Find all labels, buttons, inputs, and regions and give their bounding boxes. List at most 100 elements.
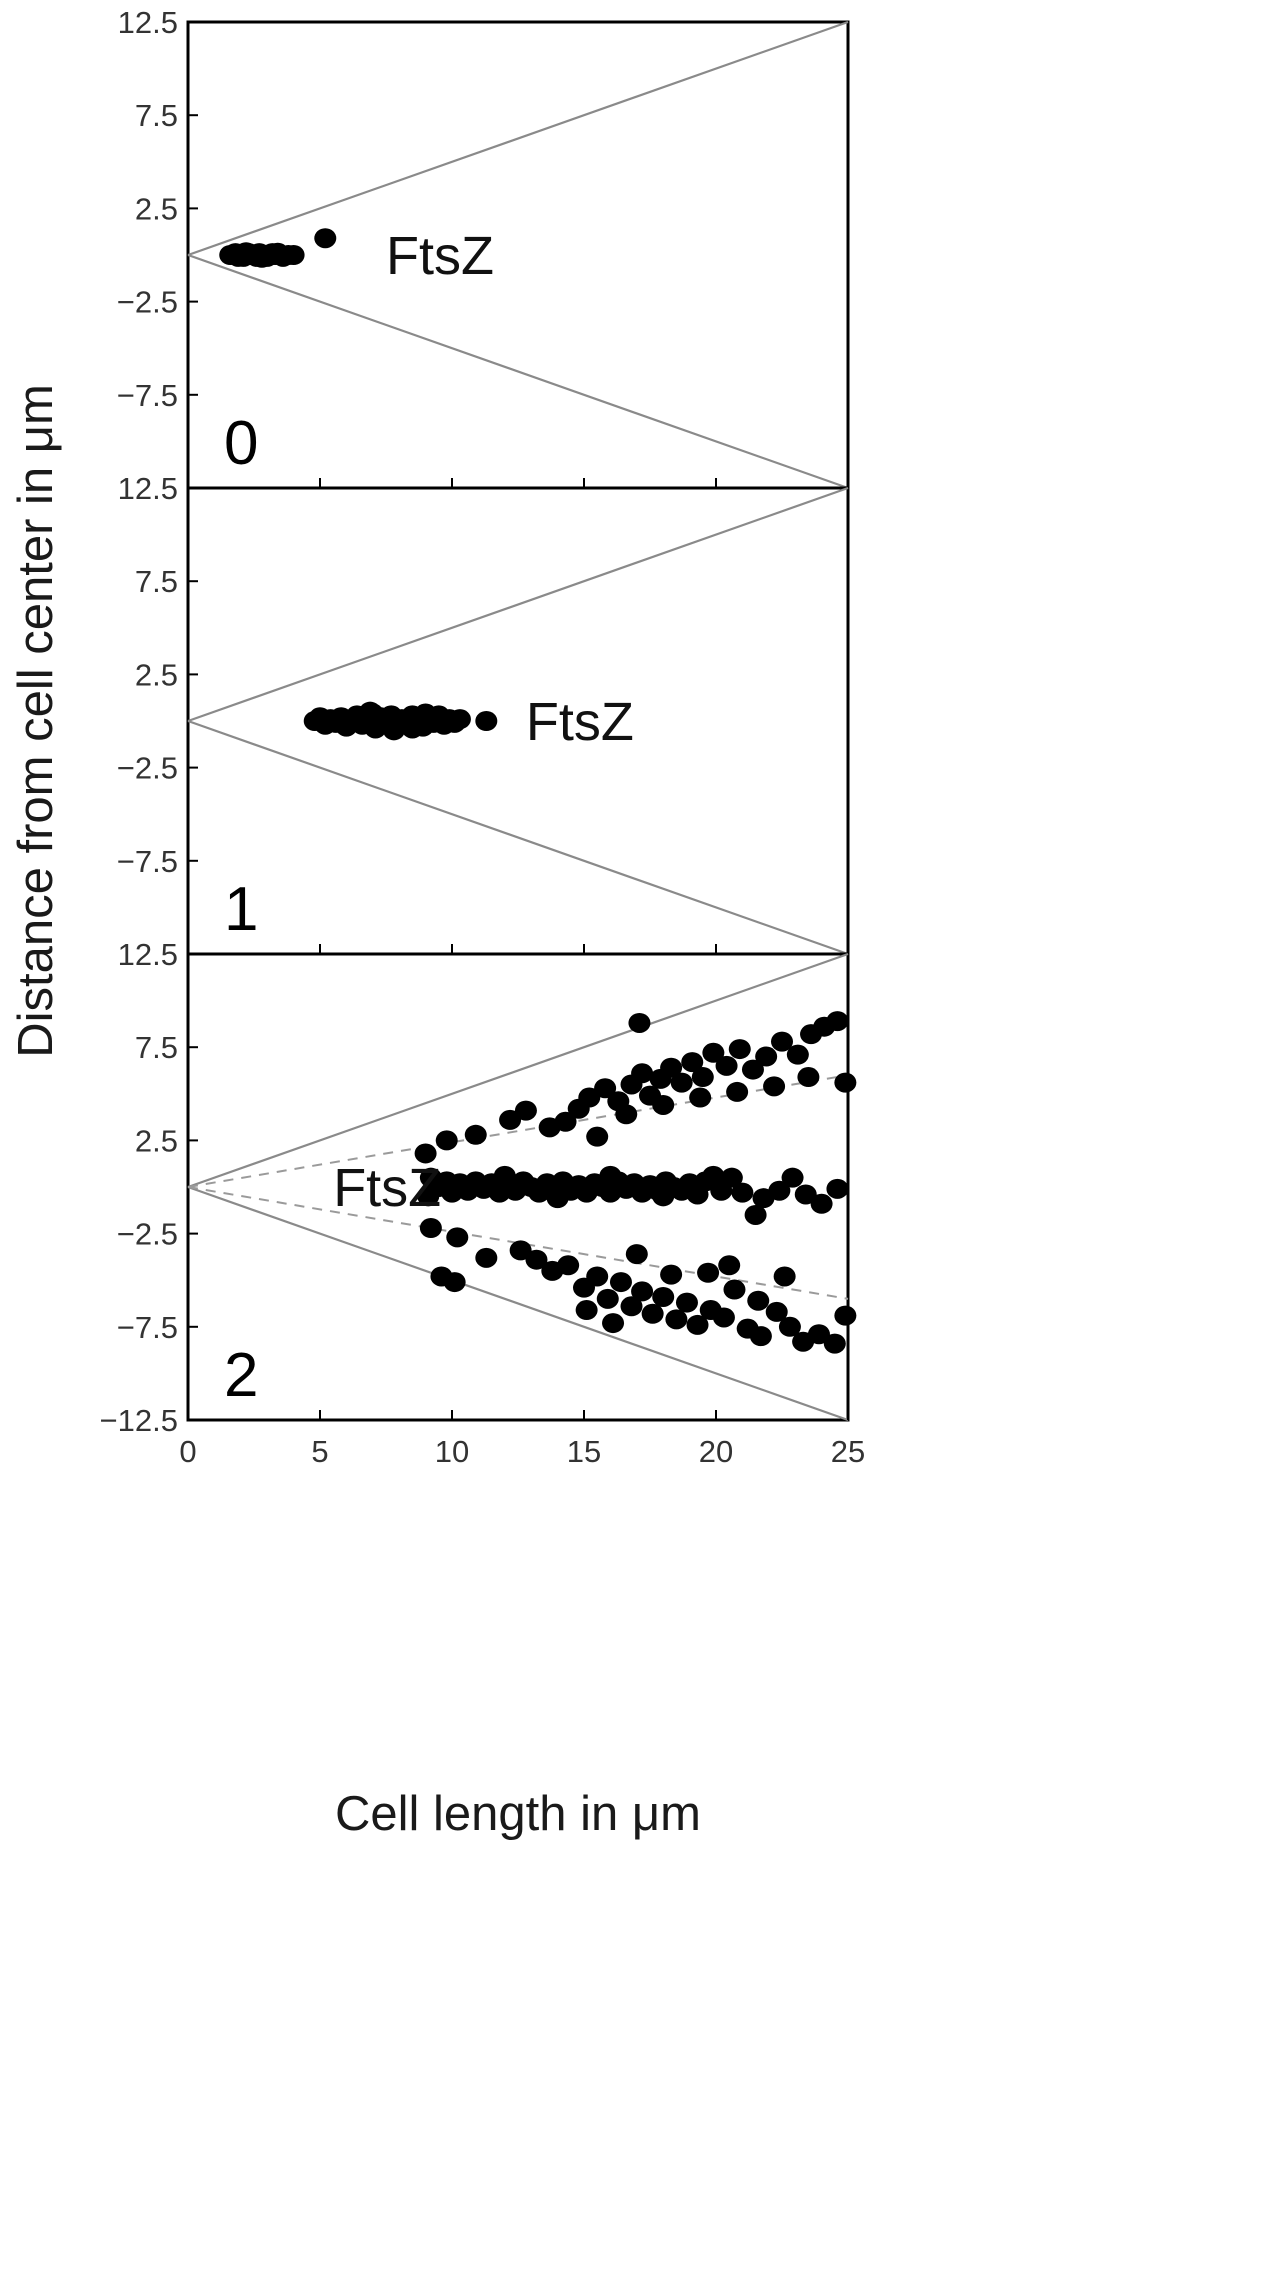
- data-point: [728, 1039, 751, 1060]
- y-tick-label: −12.5: [100, 1403, 178, 1438]
- cell-boundary-line: [187, 952, 849, 1189]
- data-point: [596, 1288, 619, 1309]
- data-point: [660, 1264, 683, 1285]
- dashed-boundary-line: [187, 1186, 849, 1300]
- data-point: [712, 1307, 735, 1328]
- data-point: [723, 1279, 746, 1300]
- data-point: [652, 1186, 675, 1207]
- data-point: [493, 1165, 516, 1186]
- x-tick-label: 5: [311, 1434, 328, 1469]
- data-point: [652, 1094, 675, 1115]
- data-point: [586, 1266, 609, 1287]
- data-point: [322, 711, 345, 731]
- data-point: [689, 1087, 712, 1108]
- data-point: [697, 1262, 720, 1283]
- data-point: [414, 1143, 437, 1164]
- y-tick-label: 2.5: [135, 657, 178, 692]
- data-point: [826, 1011, 849, 1032]
- data-point: [359, 701, 382, 722]
- data-point: [401, 718, 424, 739]
- x-tick-label: 10: [435, 1434, 469, 1469]
- panel-number-label: 2: [224, 1341, 258, 1410]
- data-point: [755, 1046, 778, 1067]
- data-point: [807, 1324, 830, 1345]
- y-tick-label: 7.5: [135, 98, 178, 133]
- data-point: [382, 720, 405, 741]
- y-tick-label: −7.5: [117, 378, 178, 413]
- data-point: [641, 1303, 664, 1324]
- data-point: [749, 1326, 772, 1347]
- data-point: [443, 1272, 466, 1293]
- data-point: [554, 1111, 577, 1132]
- data-point: [691, 1067, 714, 1088]
- data-point: [314, 228, 337, 249]
- y-tick-label: −7.5: [117, 1310, 178, 1345]
- y-tick-label: 7.5: [135, 564, 178, 599]
- data-point: [509, 1240, 532, 1261]
- y-tick-label: 2.5: [135, 191, 178, 226]
- data-point: [599, 1165, 622, 1186]
- data-point: [419, 1218, 442, 1239]
- data-point: [514, 1100, 537, 1121]
- series-label-ftsz: FtsZ: [333, 1158, 441, 1218]
- y-tick-label: −7.5: [117, 844, 178, 879]
- data-point: [826, 1178, 849, 1199]
- data-point: [414, 703, 437, 724]
- panel-frame: [186, 486, 850, 956]
- data-point: [810, 1193, 833, 1214]
- series-label-ftsz: FtsZ: [386, 226, 494, 286]
- data-point: [726, 1081, 749, 1102]
- x-tick-label: 0: [179, 1434, 196, 1469]
- data-point: [686, 1314, 709, 1335]
- data-point: [681, 1052, 704, 1073]
- data-point: [575, 1300, 598, 1321]
- data-point: [675, 1292, 698, 1313]
- data-point: [586, 1126, 609, 1147]
- x-tick-label: 25: [831, 1434, 865, 1469]
- data-point: [475, 711, 498, 731]
- data-point: [741, 1059, 764, 1080]
- data-point: [731, 1182, 754, 1203]
- y-tick-label: 12.5: [118, 5, 178, 40]
- data-point: [464, 1124, 487, 1145]
- data-point: [702, 1042, 725, 1063]
- data-point: [773, 1266, 796, 1287]
- y-tick-label: −2.5: [117, 1217, 178, 1252]
- cell-boundary-line: [187, 486, 849, 723]
- data-point: [781, 1167, 804, 1188]
- data-point: [620, 1296, 643, 1317]
- data-point: [702, 1165, 725, 1186]
- data-point: [435, 1130, 458, 1151]
- data-point: [578, 1087, 601, 1108]
- data-point: [747, 1290, 770, 1311]
- data-point: [778, 1316, 801, 1337]
- data-point: [609, 1272, 632, 1293]
- data-point: [665, 1309, 688, 1330]
- data-point: [499, 1109, 522, 1130]
- data-point: [625, 1244, 648, 1265]
- data-point: [763, 1076, 786, 1097]
- data-point: [602, 1313, 625, 1334]
- cell-boundary-line: [187, 1185, 849, 1422]
- y-tick-label: 2.5: [135, 1123, 178, 1158]
- panel-number-label: 0: [224, 409, 258, 478]
- data-point: [797, 1067, 820, 1088]
- data-point: [670, 1072, 693, 1093]
- data-point: [557, 1255, 580, 1276]
- data-point: [446, 1227, 469, 1248]
- x-axis-title: Cell length in μm: [335, 1787, 701, 1841]
- data-point: [594, 1078, 617, 1099]
- data-point: [660, 1057, 683, 1078]
- data-point: [652, 1286, 675, 1307]
- data-point: [628, 1012, 651, 1033]
- y-tick-label: 12.5: [118, 471, 178, 506]
- panels: 12.57.52.5−2.5−7.5FtsZ012.57.52.5−2.5−7.…: [100, 5, 866, 1469]
- panel-number-label: 1: [224, 875, 258, 944]
- x-tick-label: 20: [699, 1434, 733, 1469]
- data-point: [266, 242, 289, 263]
- data-point: [768, 1180, 791, 1201]
- y-tick-label: −2.5: [117, 285, 178, 320]
- panel-2: 12.5 7.5 2.5 −2.5 −7.5 −12.50 5 10 15 20 25 FtsZ 2: [100, 937, 866, 1469]
- data-point: [765, 1301, 788, 1322]
